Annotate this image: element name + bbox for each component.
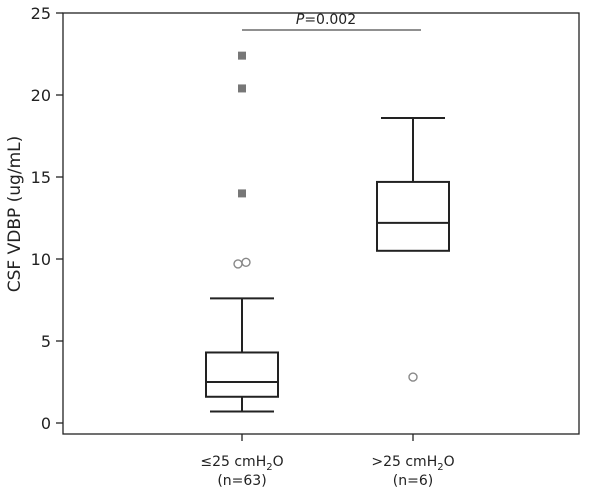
p-value-label: P=0.002 [296, 12, 356, 28]
box-iqr [376, 180, 450, 252]
category-n-label: (n=6) [393, 473, 433, 488]
category-label: ≤25 cmH2O [200, 454, 283, 473]
outlier-circle [408, 372, 418, 382]
boxes [205, 51, 450, 413]
significance-annotation: P=0.002 [242, 12, 421, 31]
box-iqr [205, 351, 279, 398]
outlier-circle [241, 257, 251, 267]
y-tick-label: 10 [31, 250, 51, 269]
plot-frame [62, 12, 580, 435]
outlier-square [238, 189, 246, 198]
box-group [205, 51, 279, 413]
y-tick-label: 0 [41, 414, 51, 433]
x-axis-categories: ≤25 cmH2O(n=63) >25 cmH2O(n=6) [200, 434, 455, 488]
outlier-square [238, 84, 246, 93]
category-label: >25 cmH2O [371, 454, 454, 473]
y-tick-label: 20 [31, 86, 51, 105]
category-n-label: (n=63) [217, 473, 266, 488]
y-tick-label: 25 [31, 4, 51, 23]
outlier-square [238, 51, 246, 60]
box-group [376, 116, 450, 382]
y-tick-label: 15 [31, 168, 51, 187]
y-axis: 0 5 10 15 20 25 [31, 4, 63, 433]
y-tick-label: 5 [41, 332, 51, 351]
y-axis-label: CSF VDBP (ug/mL) [5, 136, 25, 292]
outlier-circle [233, 259, 243, 269]
